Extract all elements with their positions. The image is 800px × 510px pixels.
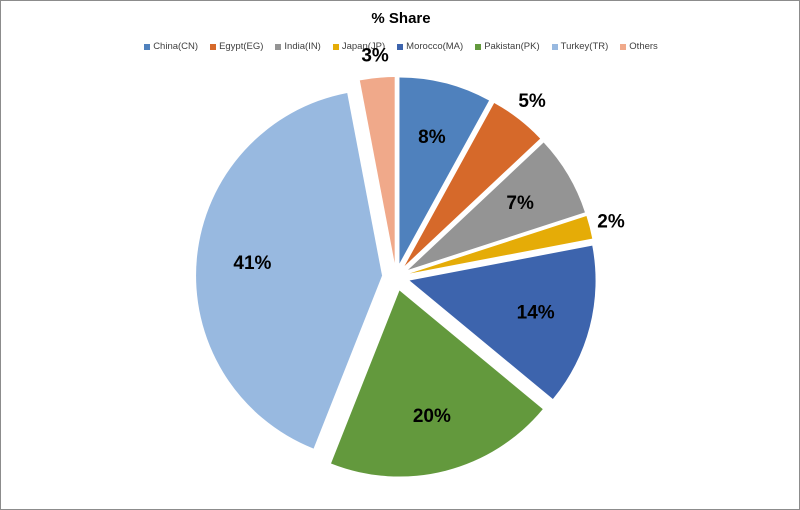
slice-label: 5% bbox=[518, 91, 546, 112]
pie-slice bbox=[399, 77, 490, 264]
legend-swatch bbox=[475, 43, 482, 50]
legend-swatch bbox=[210, 43, 217, 50]
legend-label: Pakistan(PK) bbox=[484, 41, 540, 52]
slice-label: 3% bbox=[361, 45, 389, 66]
slice-label: 7% bbox=[506, 193, 534, 214]
legend-label: India(IN) bbox=[284, 41, 321, 52]
legend-swatch bbox=[275, 43, 282, 50]
legend-swatch bbox=[551, 43, 558, 50]
legend-entry: Pakistan(PK) bbox=[475, 41, 540, 52]
legend-label: Egypt(EG) bbox=[219, 41, 264, 52]
slice-label: 8% bbox=[418, 127, 446, 148]
legend-swatch bbox=[620, 43, 627, 50]
legend-label: Turkey(TR) bbox=[560, 41, 609, 52]
pie-slice bbox=[359, 77, 395, 264]
legend-label: China(CN) bbox=[153, 41, 199, 52]
pie-slice bbox=[408, 142, 585, 270]
legend: China(CN) Egypt(EG) India(IN) Japan(JP) Moro… bbox=[1, 41, 800, 52]
legend-label: Others bbox=[629, 41, 658, 52]
slice-label: 14% bbox=[517, 302, 555, 323]
pie-slice bbox=[196, 92, 383, 449]
legend-swatch bbox=[397, 43, 404, 50]
legend-swatch bbox=[332, 43, 339, 50]
slice-label: 20% bbox=[413, 406, 451, 427]
legend-entry: India(IN) bbox=[275, 41, 321, 52]
legend-entry: China(CN) bbox=[144, 41, 198, 52]
pie-slice bbox=[404, 102, 541, 266]
legend-entry: Turkey(TR) bbox=[551, 41, 609, 52]
legend-entry: Japan(JP) bbox=[332, 41, 386, 52]
chart-title: % Share bbox=[371, 10, 431, 27]
legend-entry: Egypt(EG) bbox=[210, 41, 263, 52]
pie-slice bbox=[331, 290, 543, 477]
pie-slice bbox=[409, 216, 593, 274]
legend-swatch bbox=[144, 43, 151, 50]
legend-label: Morocco(MA) bbox=[406, 41, 464, 52]
legend-label: Japan(JP) bbox=[341, 41, 386, 52]
slice-label: 2% bbox=[597, 211, 625, 232]
slice-label: 41% bbox=[233, 253, 271, 274]
legend-entry: Others bbox=[620, 41, 658, 52]
pie-slice bbox=[409, 245, 596, 400]
legend-entry: Morocco(MA) bbox=[397, 41, 463, 52]
